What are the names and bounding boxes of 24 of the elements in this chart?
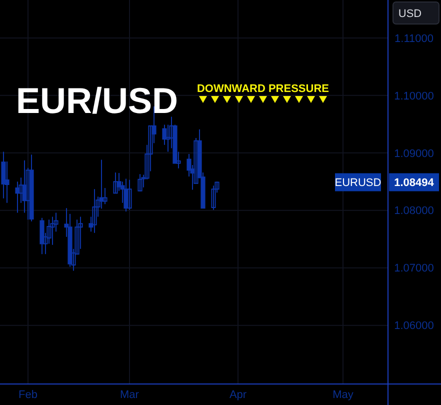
candlestick: [211, 185, 216, 210]
candlestick: [113, 172, 118, 194]
x-tick-label: Mar: [120, 389, 140, 401]
candlestick: [92, 188, 97, 234]
x-tick-label: Feb: [18, 389, 38, 401]
candlestick: [40, 217, 44, 255]
y-tick-label: 1.06000: [394, 320, 434, 332]
y-tick-label: 1.07000: [394, 262, 434, 275]
y-tick-label: 1.09000: [394, 148, 434, 160]
x-tick-label: May: [332, 389, 354, 401]
y-tick-label: 1.10000: [394, 90, 434, 102]
x-tick-label: Apr: [229, 389, 247, 401]
candlestick: [50, 216, 55, 246]
y-tick-label: 1.08000: [394, 205, 434, 218]
annotation: EURUSD: [334, 177, 382, 190]
annotation: DOWNWARD PRESSURE: [196, 83, 330, 95]
candlestick: [127, 179, 132, 210]
text: EUR/USD: [16, 80, 178, 121]
candlestick: [138, 174, 142, 192]
candlestick: [1, 151, 6, 199]
candlestick: [102, 187, 108, 205]
annotation: 1.08494: [394, 177, 435, 190]
y-tick-label: 1.11000: [394, 32, 434, 45]
y-axis-title: USD: [398, 8, 422, 20]
